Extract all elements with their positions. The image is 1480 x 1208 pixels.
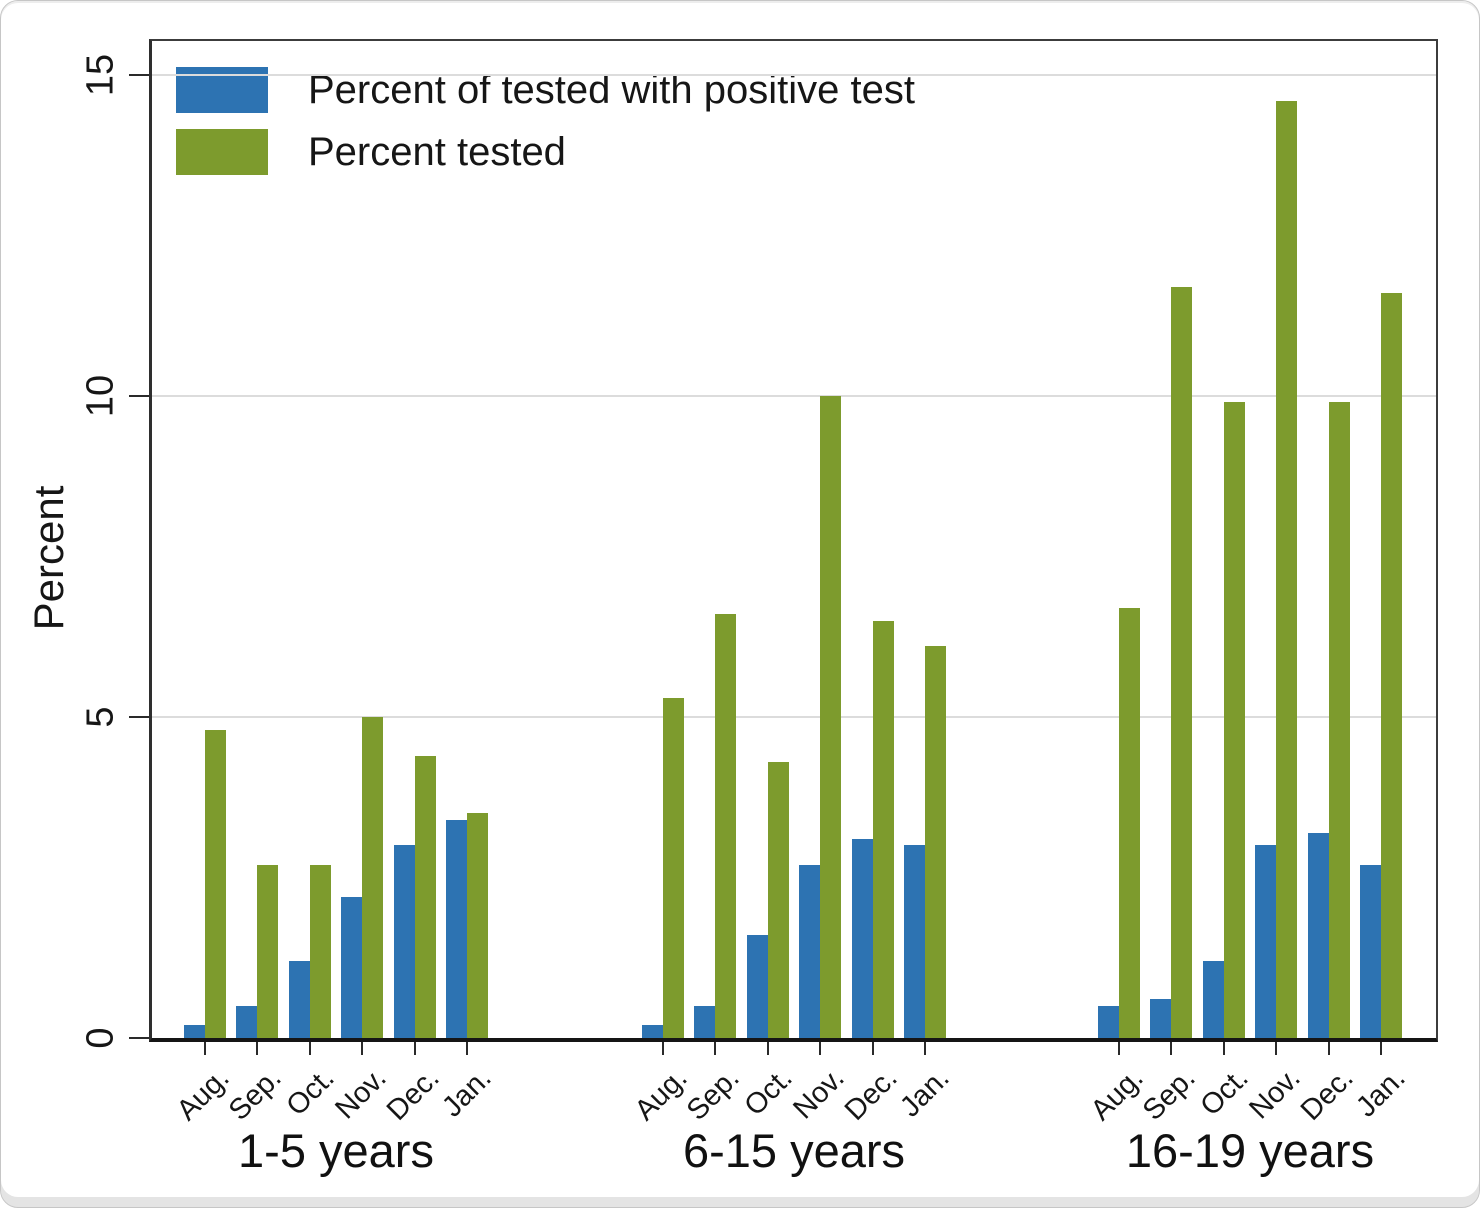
month-label-Aug: Aug. xyxy=(1084,1062,1150,1127)
bar-tested-16-19-years-Oct xyxy=(1223,402,1245,1038)
x-tick xyxy=(1327,1042,1330,1055)
month-label-Dec: Dec. xyxy=(838,1062,904,1127)
group-label-16-19-years: 16-19 years xyxy=(1125,1124,1375,1177)
month-label-Sep: Sep. xyxy=(1137,1062,1203,1127)
x-tick xyxy=(1380,1042,1382,1055)
bar-positive-6-15-years-Sep xyxy=(694,1006,716,1038)
bar-tested-16-19-years-Dec xyxy=(1328,402,1350,1038)
month-label-Oct: Oct. xyxy=(738,1062,799,1123)
month-label-Nov: Nov. xyxy=(329,1062,393,1126)
bar-tested-6-15-years-Sep xyxy=(715,614,737,1038)
bar-positive-1-5-years-Nov xyxy=(341,897,363,1038)
bar-positive-6-15-years-Jan xyxy=(904,845,925,1038)
legend-label-tested: Percent tested xyxy=(308,130,566,174)
x-tick xyxy=(361,1042,364,1055)
x-tick xyxy=(924,1042,926,1055)
bar-positive-6-15-years-Nov xyxy=(799,865,821,1038)
month-label-Nov: Nov. xyxy=(1243,1062,1307,1126)
bar-tested-1-5-years-Sep xyxy=(257,865,279,1038)
legend-item-tested: Percent tested xyxy=(176,129,915,175)
bar-tested-6-15-years-Nov xyxy=(820,396,842,1038)
bar-positive-1-5-years-Jan xyxy=(446,820,467,1038)
month-label-Sep: Sep. xyxy=(681,1062,747,1127)
bar-positive-16-19-years-Sep xyxy=(1150,999,1172,1038)
plot-area: Percent of tested with positive test Per… xyxy=(152,41,1436,1038)
x-tick xyxy=(766,1042,769,1055)
month-label-Nov: Nov. xyxy=(787,1062,851,1126)
month-label-Jan: Jan. xyxy=(894,1062,956,1124)
bar-positive-1-5-years-Aug xyxy=(184,1025,205,1038)
bar-tested-16-19-years-Sep xyxy=(1171,287,1193,1038)
bar-positive-1-5-years-Dec xyxy=(393,845,415,1038)
gridline-5 xyxy=(152,716,1436,718)
bar-tested-16-19-years-Jan xyxy=(1381,293,1402,1038)
bar-tested-1-5-years-Dec xyxy=(414,756,436,1038)
bar-positive-16-19-years-Dec xyxy=(1307,833,1329,1038)
legend: Percent of tested with positive test Per… xyxy=(176,67,915,175)
y-tick-15 xyxy=(129,74,149,76)
bar-tested-16-19-years-Nov xyxy=(1276,101,1298,1038)
legend-swatch-green xyxy=(176,129,268,175)
x-tick xyxy=(466,1042,468,1055)
y-tick-label-0: 0 xyxy=(79,1027,122,1049)
gridline-10 xyxy=(152,395,1436,397)
month-label-Dec: Dec. xyxy=(1294,1062,1360,1127)
bar-positive-6-15-years-Dec xyxy=(851,839,873,1038)
x-tick xyxy=(819,1042,822,1055)
bar-tested-1-5-years-Aug xyxy=(205,730,226,1038)
month-label-Sep: Sep. xyxy=(223,1062,289,1127)
y-tick-label-10: 10 xyxy=(79,374,122,418)
bar-positive-1-5-years-Sep xyxy=(236,1006,258,1038)
x-tick xyxy=(256,1042,259,1055)
bar-tested-1-5-years-Oct xyxy=(309,865,331,1038)
y-tick-label-15: 15 xyxy=(79,53,122,97)
x-tick xyxy=(204,1042,206,1055)
month-label-Oct: Oct. xyxy=(280,1062,341,1123)
group-label-6-15-years: 6-15 years xyxy=(682,1124,906,1177)
x-tick xyxy=(1275,1042,1278,1055)
x-tick xyxy=(1170,1042,1173,1055)
x-tick xyxy=(871,1042,874,1055)
y-tick-10 xyxy=(129,395,149,397)
month-label-Dec: Dec. xyxy=(380,1062,446,1127)
month-label-Jan: Jan. xyxy=(436,1062,498,1124)
month-label-Aug: Aug. xyxy=(628,1062,694,1127)
x-tick xyxy=(714,1042,717,1055)
y-tick-5 xyxy=(129,716,149,718)
bar-positive-1-5-years-Oct xyxy=(288,961,310,1038)
legend-label-positive: Percent of tested with positive test xyxy=(308,68,915,112)
bar-positive-16-19-years-Aug xyxy=(1098,1006,1119,1038)
bar-tested-6-15-years-Aug xyxy=(663,698,684,1038)
bar-tested-6-15-years-Dec xyxy=(872,621,894,1038)
bar-tested-16-19-years-Aug xyxy=(1119,608,1140,1038)
x-tick xyxy=(662,1042,664,1055)
x-tick xyxy=(413,1042,416,1055)
bar-positive-6-15-years-Aug xyxy=(642,1025,663,1038)
bar-positive-16-19-years-Jan xyxy=(1360,865,1381,1038)
month-label-Jan: Jan. xyxy=(1350,1062,1412,1124)
x-tick xyxy=(1222,1042,1225,1055)
bar-tested-6-15-years-Jan xyxy=(925,646,946,1038)
x-tick xyxy=(1118,1042,1120,1055)
gridline-15 xyxy=(152,74,1436,76)
bar-positive-6-15-years-Oct xyxy=(746,935,768,1038)
bar-tested-1-5-years-Jan xyxy=(467,813,488,1038)
y-axis-title: Percent xyxy=(25,485,72,631)
bar-positive-16-19-years-Nov xyxy=(1255,845,1277,1038)
plot-frame xyxy=(149,39,1438,1042)
x-axis: Aug. Sep. Oct. Nov. Dec. Jan. Aug. Sep. Oct. Nov.… xyxy=(152,1042,1436,1207)
bar-positive-16-19-years-Oct xyxy=(1202,961,1224,1038)
legend-item-positive: Percent of tested with positive test xyxy=(176,67,915,113)
y-tick-0 xyxy=(129,1037,149,1039)
group-label-1-5-years: 1-5 years xyxy=(238,1124,434,1177)
x-tick xyxy=(308,1042,311,1055)
month-label-Aug: Aug. xyxy=(170,1062,236,1127)
month-label-Oct: Oct. xyxy=(1194,1062,1255,1123)
bar-tested-6-15-years-Oct xyxy=(767,762,789,1038)
bar-tested-1-5-years-Nov xyxy=(362,717,384,1038)
y-tick-label-5: 5 xyxy=(79,706,122,728)
